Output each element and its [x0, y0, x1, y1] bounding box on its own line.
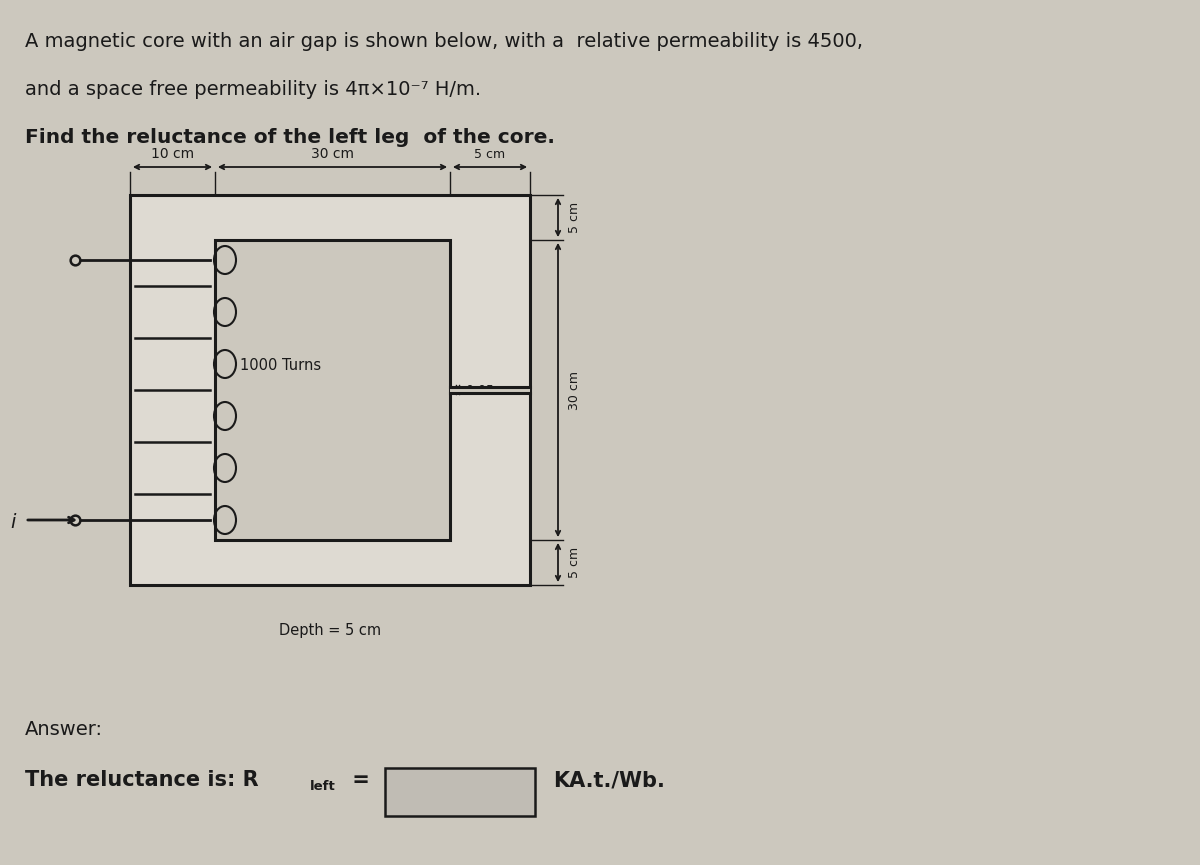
Text: Find the reluctance of the left leg  of the core.: Find the reluctance of the left leg of t… [25, 128, 554, 147]
Text: 1000 Turns: 1000 Turns [240, 357, 322, 373]
Text: left: left [310, 780, 336, 793]
Text: 5 cm: 5 cm [568, 547, 581, 578]
Text: Answer:: Answer: [25, 720, 103, 739]
Bar [130, 195, 530, 585]
Text: 0.05 cm: 0.05 cm [466, 383, 517, 396]
Text: A magnetic core with an air gap is shown below, with a  relative permeability is: A magnetic core with an air gap is shown… [25, 32, 863, 51]
Bar [450, 387, 530, 393]
Text: 5 cm: 5 cm [474, 148, 505, 161]
Text: 10 cm: 10 cm [151, 147, 194, 161]
Text: 30 cm: 30 cm [311, 147, 354, 161]
Bar [385, 768, 535, 816]
Text: =: = [346, 770, 370, 790]
Text: $i$: $i$ [10, 512, 17, 531]
Bar [215, 240, 450, 540]
Text: 30 cm: 30 cm [568, 370, 581, 409]
Text: KA.t./Wb.: KA.t./Wb. [553, 770, 665, 790]
Text: The reluctance is: R: The reluctance is: R [25, 770, 259, 790]
Text: and a space free permeability is 4π×10⁻⁷ H/m.: and a space free permeability is 4π×10⁻⁷… [25, 80, 481, 99]
Text: $\rightarrow$: $\rightarrow$ [13, 518, 17, 522]
Text: 5 cm: 5 cm [568, 202, 581, 233]
Text: Depth = 5 cm: Depth = 5 cm [278, 623, 382, 638]
